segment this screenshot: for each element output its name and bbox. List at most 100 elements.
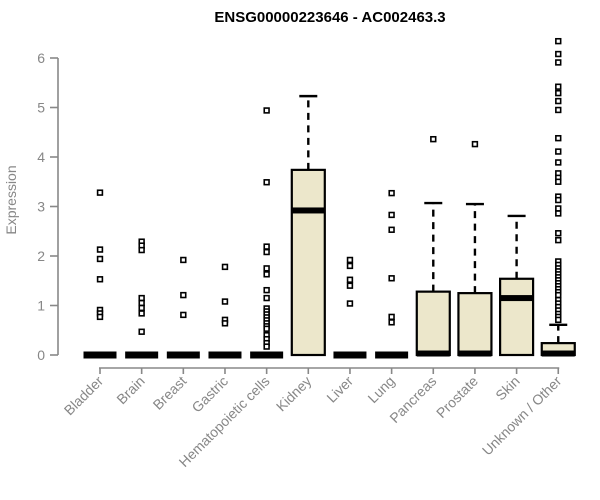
x-tick-label: Brain bbox=[113, 373, 147, 407]
outlier-point bbox=[555, 89, 562, 97]
x-tick-label: Liver bbox=[323, 373, 356, 406]
outlier-point bbox=[263, 179, 270, 186]
outlier-point bbox=[555, 178, 562, 185]
outlier-point bbox=[555, 37, 562, 45]
x-tick-label: Lung bbox=[364, 373, 397, 406]
boxplot-hematopoietic-cells bbox=[250, 107, 284, 359]
outlier-point bbox=[555, 236, 562, 244]
outlier-point bbox=[346, 276, 354, 283]
collapsed-box bbox=[333, 351, 367, 359]
collapsed-box bbox=[250, 351, 284, 359]
outlier-point bbox=[263, 343, 270, 350]
outlier-point bbox=[555, 210, 562, 217]
boxplot-unknown-other bbox=[540, 37, 576, 357]
x-tick-label: Skin bbox=[492, 373, 523, 404]
outlier-point bbox=[96, 313, 104, 321]
boxplot-breast bbox=[166, 256, 200, 359]
outlier-point bbox=[346, 300, 354, 307]
outlier-point bbox=[221, 320, 229, 327]
outlier-point bbox=[388, 319, 395, 326]
outlier-point bbox=[471, 140, 479, 148]
median-bar bbox=[500, 295, 534, 302]
outlier-point bbox=[263, 294, 270, 302]
outlier-point bbox=[138, 304, 145, 312]
y-tick-label: 2 bbox=[37, 248, 45, 264]
boxplot-prostate bbox=[457, 140, 493, 357]
outlier-point bbox=[96, 189, 104, 196]
y-tick-label: 3 bbox=[37, 199, 45, 215]
collapsed-box bbox=[208, 351, 242, 359]
boxplot-skin bbox=[499, 214, 535, 357]
outlier-point bbox=[96, 276, 104, 283]
boxplot-pancreas bbox=[415, 135, 451, 357]
outlier-point bbox=[180, 311, 187, 319]
outlier-point bbox=[555, 316, 562, 324]
x-tick-label: Prostate bbox=[433, 373, 481, 421]
outlier-point bbox=[555, 134, 562, 142]
iqr-box bbox=[457, 292, 493, 357]
median-bar bbox=[541, 350, 575, 357]
outlier-point bbox=[263, 107, 270, 114]
x-tick-label: Breast bbox=[150, 373, 190, 413]
iqr-box bbox=[499, 277, 535, 357]
y-tick-label: 6 bbox=[37, 50, 45, 66]
y-tick-label: 4 bbox=[37, 149, 45, 165]
iqr-box bbox=[290, 168, 326, 357]
y-tick-label: 5 bbox=[37, 100, 45, 116]
outlier-point bbox=[555, 230, 562, 237]
outlier-point bbox=[388, 189, 395, 197]
outlier-point bbox=[96, 255, 104, 263]
iqr-box bbox=[415, 290, 451, 357]
collapsed-box bbox=[83, 351, 117, 359]
chart-title: ENSG00000223646 - AC002463.3 bbox=[214, 9, 445, 26]
outlier-point bbox=[346, 262, 354, 270]
outlier-point bbox=[138, 299, 145, 307]
outlier-point bbox=[430, 135, 437, 143]
outlier-point bbox=[388, 275, 395, 282]
outlier-point bbox=[138, 328, 145, 335]
y-tick-label: 0 bbox=[37, 347, 45, 363]
outlier-point bbox=[180, 256, 187, 264]
outlier-point bbox=[555, 159, 562, 166]
outlier-point bbox=[263, 271, 270, 278]
x-tick-label: Unknown / Other bbox=[479, 373, 565, 459]
outlier-point bbox=[555, 148, 562, 155]
boxplot-kidney bbox=[290, 94, 326, 357]
outlier-point bbox=[346, 282, 354, 289]
outlier-point bbox=[555, 59, 562, 66]
outlier-point bbox=[555, 205, 562, 212]
boxplot-liver bbox=[333, 256, 367, 359]
outlier-point bbox=[555, 97, 562, 105]
x-tick-label: Bladder bbox=[61, 373, 107, 419]
outlier-point bbox=[138, 310, 145, 317]
y-axis-title: Expression bbox=[3, 165, 19, 234]
boxplot-gastric bbox=[208, 263, 242, 359]
outlier-point bbox=[263, 286, 270, 294]
outlier-point bbox=[138, 294, 145, 302]
outlier-point bbox=[555, 196, 562, 204]
median-bar bbox=[416, 350, 450, 357]
outlier-point bbox=[555, 50, 562, 58]
outlier-point bbox=[180, 291, 187, 299]
collapsed-box bbox=[375, 351, 409, 359]
outlier-point bbox=[221, 298, 229, 305]
outlier-point bbox=[263, 325, 270, 332]
boxplot-bladder bbox=[83, 189, 117, 359]
median-bar bbox=[458, 350, 492, 357]
outlier-point bbox=[263, 243, 270, 250]
outlier-point bbox=[388, 226, 395, 233]
outlier-point bbox=[96, 246, 104, 253]
outlier-point bbox=[263, 248, 270, 256]
x-tick-label: Kidney bbox=[273, 373, 315, 415]
outlier-point bbox=[555, 291, 562, 299]
y-axis: 0 1 2 3 4 5 6 bbox=[37, 50, 59, 363]
boxplot-lung bbox=[375, 189, 409, 359]
outlier-point bbox=[263, 265, 270, 272]
collapsed-box bbox=[166, 351, 200, 359]
boxplots bbox=[83, 37, 576, 359]
median-bar bbox=[291, 207, 325, 214]
outlier-point bbox=[138, 246, 145, 254]
y-tick-label: 1 bbox=[37, 298, 45, 314]
